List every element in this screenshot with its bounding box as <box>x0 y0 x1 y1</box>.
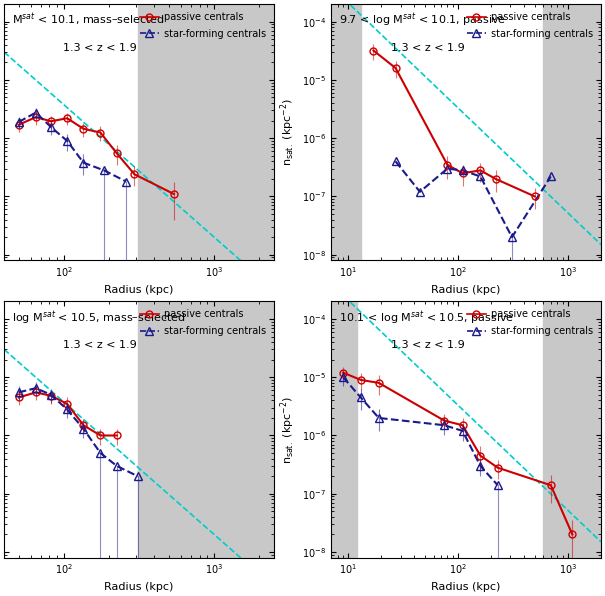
Text: 1.3 < z < 1.9: 1.3 < z < 1.9 <box>64 340 137 350</box>
Text: 1.3 < z < 1.9: 1.3 < z < 1.9 <box>390 42 464 52</box>
Text: log M$^{sat}$ < 10.5, mass–selected: log M$^{sat}$ < 10.5, mass–selected <box>12 309 186 327</box>
Text: 9.7 < log M$^{sat}$ < 10.1, passive: 9.7 < log M$^{sat}$ < 10.1, passive <box>339 12 506 29</box>
Text: 10.1 < log M$^{sat}$ < 10.5, passive: 10.1 < log M$^{sat}$ < 10.5, passive <box>339 309 514 327</box>
Legend: passive centrals, star-forming centrals: passive centrals, star-forming centrals <box>463 9 596 42</box>
Y-axis label: n$_{\rm sat.}$ (kpc$^{-2}$): n$_{\rm sat.}$ (kpc$^{-2}$) <box>278 396 296 464</box>
Legend: passive centrals, star-forming centrals: passive centrals, star-forming centrals <box>463 306 596 339</box>
Text: 1.3 < z < 1.9: 1.3 < z < 1.9 <box>64 42 137 52</box>
Legend: passive centrals, star-forming centrals: passive centrals, star-forming centrals <box>137 9 269 42</box>
Bar <box>111 4 361 260</box>
X-axis label: Radius (kpc): Radius (kpc) <box>431 284 501 294</box>
Text: 1.3 < z < 1.9: 1.3 < z < 1.9 <box>390 340 464 350</box>
Text: M$^{sat}$ < 10.1, mass–selected: M$^{sat}$ < 10.1, mass–selected <box>12 12 165 29</box>
Y-axis label: n$_{\rm sat.}$ (kpc$^{-2}$): n$_{\rm sat.}$ (kpc$^{-2}$) <box>278 98 296 166</box>
Legend: passive centrals, star-forming centrals: passive centrals, star-forming centrals <box>137 306 269 339</box>
X-axis label: Radius (kpc): Radius (kpc) <box>104 582 174 592</box>
X-axis label: Radius (kpc): Radius (kpc) <box>104 284 174 294</box>
X-axis label: Radius (kpc): Radius (kpc) <box>431 582 501 592</box>
Bar <box>111 302 357 558</box>
